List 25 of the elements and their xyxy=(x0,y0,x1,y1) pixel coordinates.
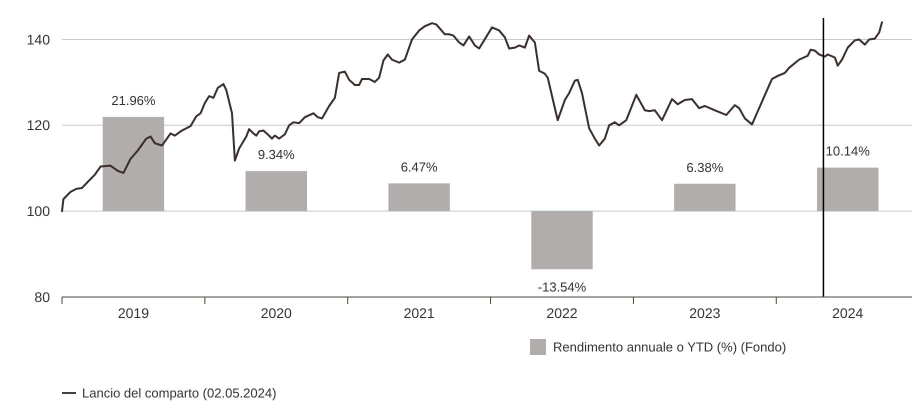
y-tick-label: 120 xyxy=(26,117,50,134)
x-tick-label: 2024 xyxy=(832,305,864,321)
bar xyxy=(102,116,164,212)
bar xyxy=(674,184,736,212)
legend-label: Lancio del comparto (02.05.2024) xyxy=(82,386,276,401)
data-label: 10.14% xyxy=(826,144,870,159)
data-label: 6.38% xyxy=(686,160,724,175)
y-tick-label: 80 xyxy=(34,288,50,305)
x-tick-label: 2023 xyxy=(689,305,721,321)
x-tick-label: 2021 xyxy=(404,305,435,321)
x-tick-label: 2022 xyxy=(546,305,578,321)
y-tick-label: 140 xyxy=(26,31,50,48)
legend-label: Rendimento annuale o YTD (%) (Fondo) xyxy=(553,340,786,355)
data-label: 9.34% xyxy=(258,147,296,162)
x-tick-label: 2020 xyxy=(260,305,292,321)
data-label: 21.96% xyxy=(111,92,156,108)
y-tick-label: 100 xyxy=(26,203,50,220)
bar xyxy=(817,168,878,212)
line-series xyxy=(61,21,883,212)
bar xyxy=(246,171,307,212)
x-tick-label: 2019 xyxy=(118,305,150,321)
bar xyxy=(531,211,593,270)
bar xyxy=(388,183,450,212)
data-label: -13.54% xyxy=(538,279,587,294)
data-label: 6.47% xyxy=(400,159,438,174)
